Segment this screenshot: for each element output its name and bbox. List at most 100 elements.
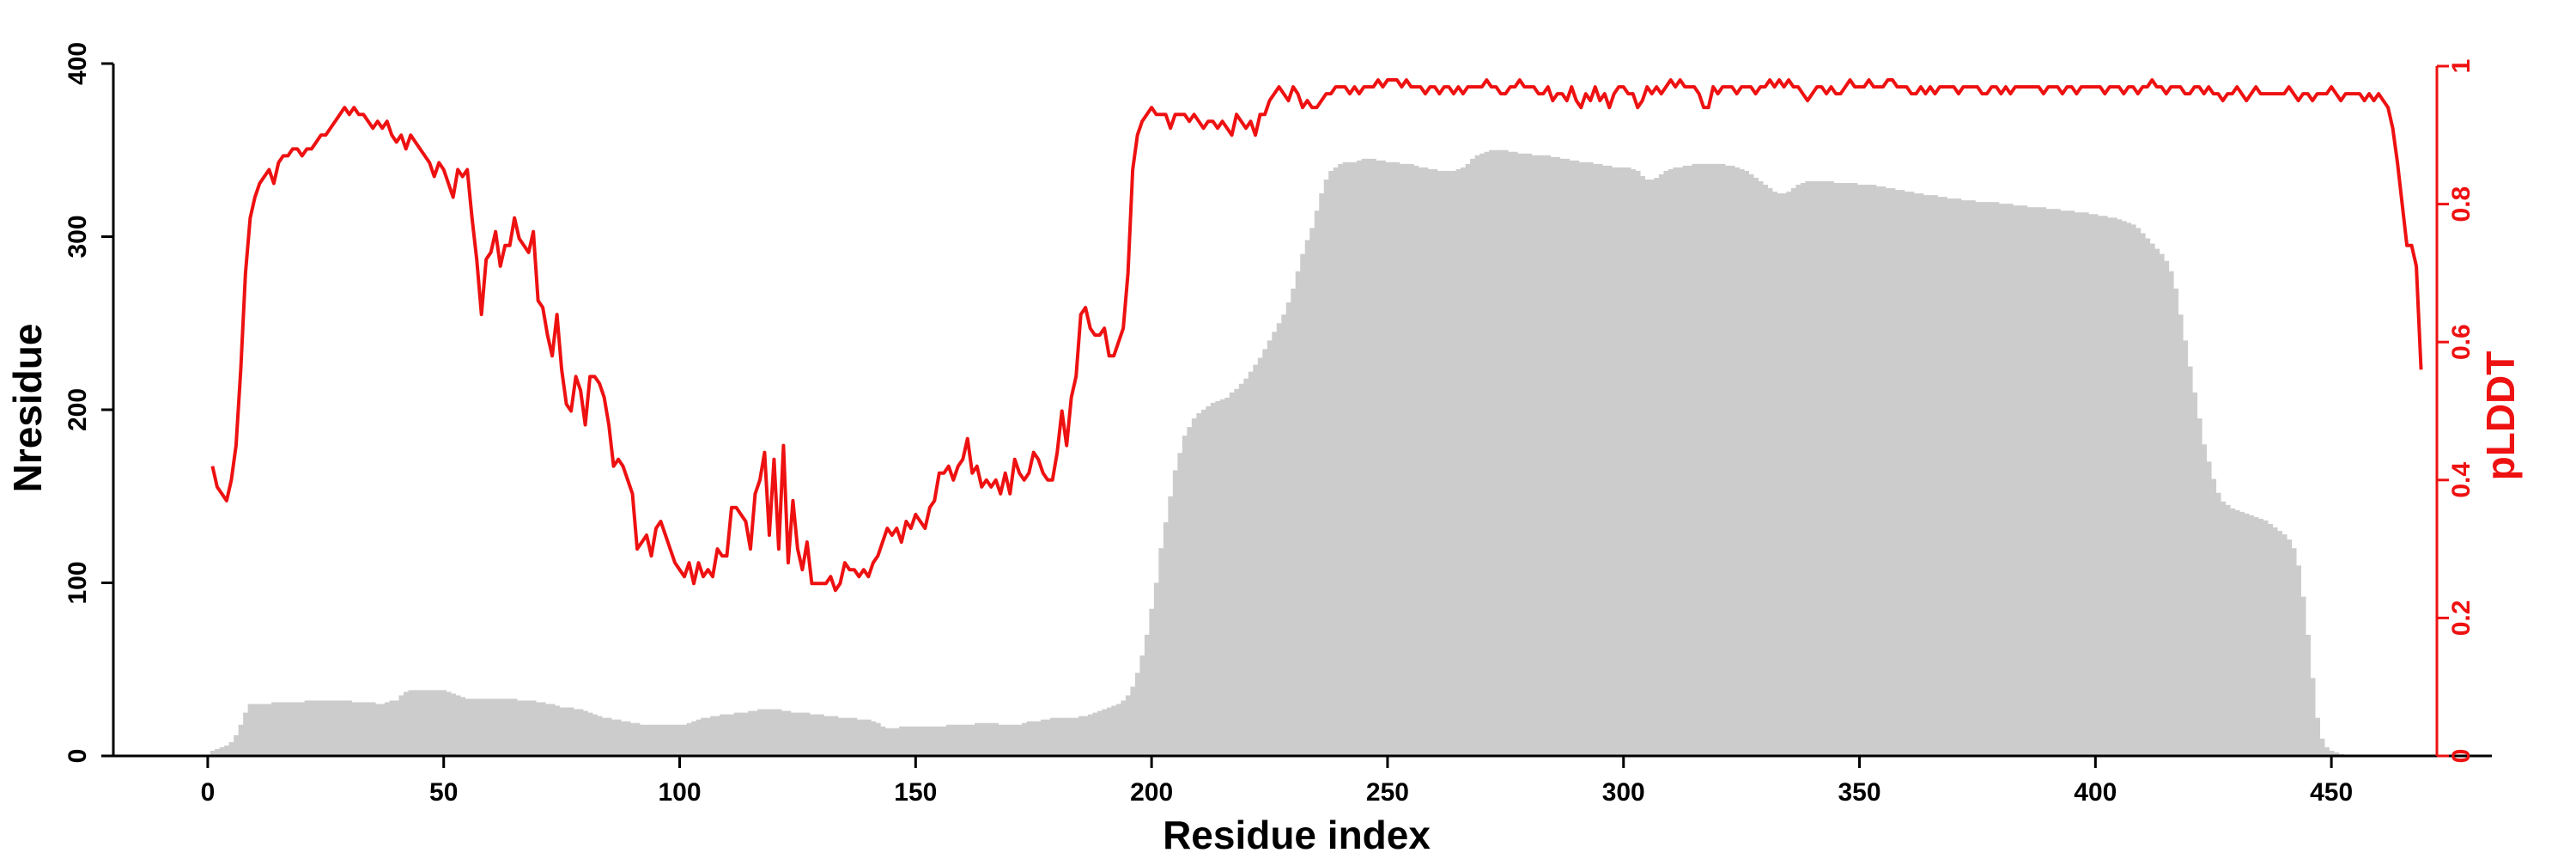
bar [1710,163,1716,756]
bar [224,745,230,756]
bar [686,722,692,756]
bar [748,710,754,756]
bar [465,698,471,756]
bar [908,726,914,756]
bar [1309,228,1315,756]
bar [2239,511,2245,756]
bar [587,712,593,757]
bar [531,700,537,756]
bar [1894,190,1900,757]
bar [1087,714,1094,756]
bar [2267,523,2274,756]
bar [1824,181,1830,756]
bar [1663,170,1669,756]
bar [1394,161,1400,757]
bar [1682,165,1688,756]
bar [1380,160,1386,757]
bar [2173,288,2179,756]
bar [1998,204,2004,757]
bar [1767,188,1773,756]
bar [1597,163,1603,756]
x-tick-label: 350 [1838,778,1881,807]
bar [1941,197,1947,756]
bar [1347,161,1353,757]
bar [1432,168,1438,756]
bar [1200,410,1206,756]
bar [1786,192,1792,757]
bar [922,726,928,756]
y2-tick-label: 0 [2447,749,2476,764]
bar [455,695,461,756]
bar [215,748,221,756]
bar [1291,288,1297,756]
bar [502,698,508,756]
bar [592,714,598,756]
bar [568,707,574,756]
bar [658,724,664,756]
bar [285,702,291,756]
bar [861,719,867,756]
bar [743,712,749,757]
bar [304,700,310,756]
bar [1017,724,1023,756]
y-tick-label: 100 [64,561,92,604]
bar [884,728,890,756]
bar [238,724,244,756]
bar [866,719,872,756]
bar [1630,168,1637,756]
bar [1602,165,1608,756]
bar [1546,155,1552,757]
bar [1583,161,1589,757]
bar [1370,158,1376,756]
bar [960,724,966,756]
bar [2291,548,2297,756]
bar [1960,200,1966,756]
bar [2324,746,2330,756]
bar [2234,509,2240,756]
bar [1078,716,1084,756]
bar [2069,210,2075,756]
bar [361,702,367,756]
bar [342,700,348,756]
bar [993,722,999,756]
bar [1012,724,1018,756]
bar [1540,155,1546,757]
bar [1073,717,1079,756]
bar [818,714,824,756]
bar [691,721,697,756]
bar [1276,323,1282,756]
bar [1620,167,1627,756]
bar [1196,413,1202,756]
bar [1257,357,1263,756]
bar [1574,160,1580,757]
bar [2074,212,2080,757]
bar [1828,181,1834,756]
bar [1753,177,1759,757]
bar [1875,186,1881,756]
bar [493,698,499,756]
bar [1248,371,1254,756]
bar [228,741,234,756]
x-tick-label: 0 [201,778,216,807]
bar [1295,271,1301,756]
bar [975,722,981,756]
bar [1281,314,1287,756]
bar [1054,717,1060,756]
bar [1361,158,1367,756]
bar [1149,608,1155,756]
bar [582,710,588,756]
bar [417,690,423,756]
bar [1461,167,1467,756]
bar [653,724,659,756]
bar [535,702,541,756]
bar [1182,436,1188,756]
bar [1139,655,1145,756]
bar [875,722,881,756]
bar [1866,185,1872,757]
bar [639,724,645,756]
bar [2032,207,2038,756]
bar [1852,183,1858,756]
bar [2154,248,2160,756]
bar [852,717,858,756]
bar [2130,224,2136,756]
